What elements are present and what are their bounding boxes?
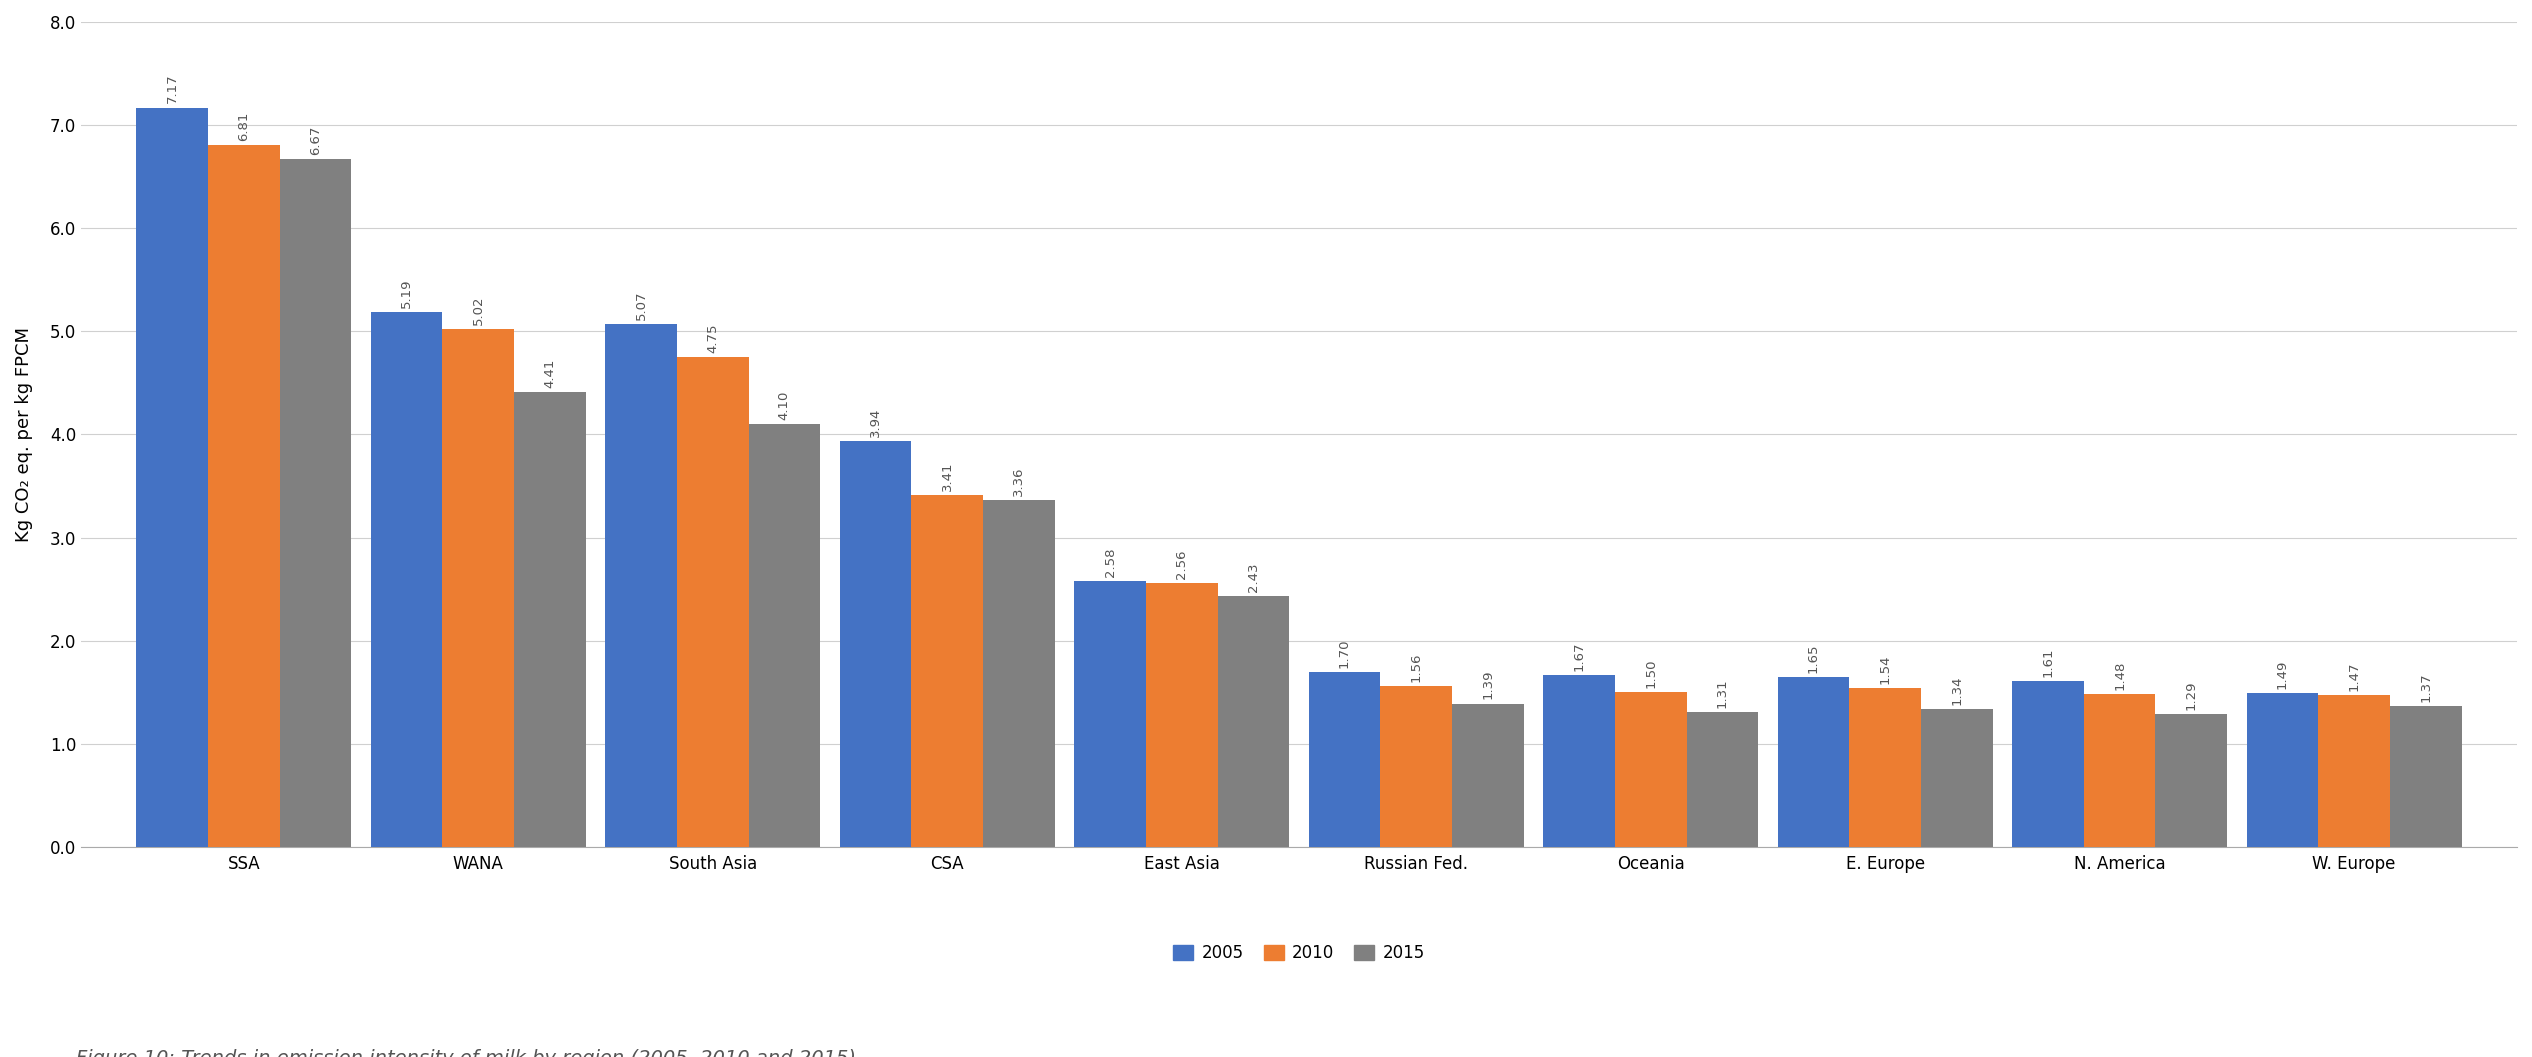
Bar <box>605 324 676 847</box>
Text: 1.61: 1.61 <box>2041 647 2053 676</box>
Text: Figure 10: Trends in emission intensity of milk by region (2005, 2010 and 2015): Figure 10: Trends in emission intensity … <box>76 1049 856 1057</box>
Text: 1.34: 1.34 <box>1950 675 1962 705</box>
Bar <box>912 496 982 847</box>
Bar <box>137 108 208 847</box>
Bar <box>982 500 1056 847</box>
Bar <box>208 145 279 847</box>
Bar <box>1380 686 1451 847</box>
Bar <box>841 441 912 847</box>
Y-axis label: Kg CO₂ eq. per kg FPCM: Kg CO₂ eq. per kg FPCM <box>15 327 33 542</box>
Bar <box>1147 583 1218 847</box>
Bar <box>2013 681 2084 847</box>
Bar <box>1542 674 1615 847</box>
Text: 2.56: 2.56 <box>1175 550 1188 579</box>
Text: 1.48: 1.48 <box>2114 661 2127 690</box>
Text: 5.19: 5.19 <box>400 278 413 308</box>
Text: 2.43: 2.43 <box>1246 562 1261 592</box>
Text: 4.10: 4.10 <box>777 391 790 420</box>
Text: 4.41: 4.41 <box>544 358 557 388</box>
Text: 1.31: 1.31 <box>1717 679 1729 708</box>
Text: 3.36: 3.36 <box>1013 467 1025 497</box>
Bar <box>1848 688 1922 847</box>
Bar <box>2155 713 2228 847</box>
Bar <box>2084 694 2155 847</box>
Text: 1.49: 1.49 <box>2276 660 2289 689</box>
Bar <box>1451 704 1524 847</box>
Text: 6.67: 6.67 <box>309 126 322 155</box>
Text: 1.70: 1.70 <box>1337 638 1352 668</box>
Bar <box>370 312 443 847</box>
Text: 3.41: 3.41 <box>942 462 955 492</box>
Bar <box>1615 692 1686 847</box>
Bar <box>2390 706 2461 847</box>
Text: 1.56: 1.56 <box>1410 652 1423 682</box>
Text: 3.94: 3.94 <box>868 407 881 437</box>
Text: 2.58: 2.58 <box>1104 548 1117 577</box>
Text: 5.07: 5.07 <box>636 291 648 320</box>
Bar <box>1309 671 1380 847</box>
Text: 4.75: 4.75 <box>706 323 719 353</box>
Bar <box>1777 676 1848 847</box>
Text: 1.39: 1.39 <box>1481 670 1494 700</box>
Bar <box>2319 696 2390 847</box>
Text: 7.17: 7.17 <box>165 74 180 104</box>
Legend: 2005, 2010, 2015: 2005, 2010, 2015 <box>1167 938 1431 969</box>
Bar <box>1218 596 1289 847</box>
Bar <box>1074 581 1147 847</box>
Text: 1.47: 1.47 <box>2347 662 2360 691</box>
Bar <box>749 424 820 847</box>
Text: 6.81: 6.81 <box>238 111 251 141</box>
Text: 1.37: 1.37 <box>2418 672 2433 702</box>
Bar <box>514 392 585 847</box>
Bar <box>2246 693 2319 847</box>
Bar <box>676 357 749 847</box>
Text: 1.50: 1.50 <box>1643 659 1656 688</box>
Bar <box>1922 709 1993 847</box>
Text: 1.29: 1.29 <box>2185 681 2198 710</box>
Text: 1.65: 1.65 <box>1808 643 1821 672</box>
Text: 5.02: 5.02 <box>471 296 484 326</box>
Bar <box>279 160 352 847</box>
Bar <box>1686 711 1757 847</box>
Text: 1.67: 1.67 <box>1572 642 1585 670</box>
Text: 1.54: 1.54 <box>1879 654 1891 684</box>
Bar <box>443 330 514 847</box>
